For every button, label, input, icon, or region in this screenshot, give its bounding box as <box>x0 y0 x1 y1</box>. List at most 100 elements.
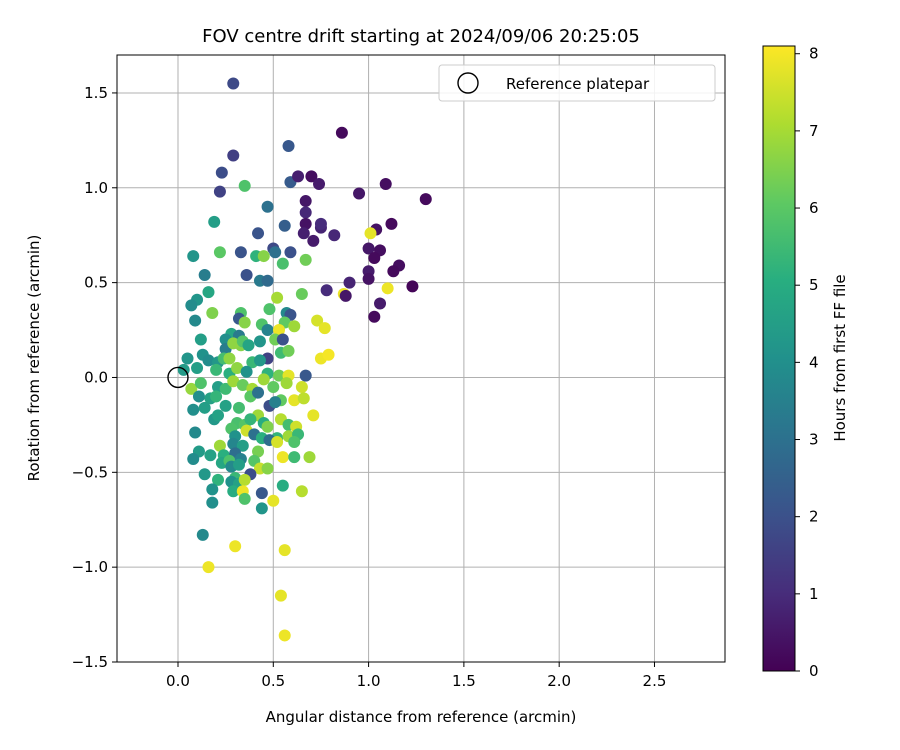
data-point <box>213 246 226 259</box>
x-tick-label: 0.0 <box>166 672 190 690</box>
data-point <box>185 299 198 312</box>
data-point <box>269 246 282 259</box>
x-tick-label: 1.5 <box>452 672 476 690</box>
data-point <box>299 217 312 230</box>
data-point <box>288 435 301 448</box>
data-point <box>185 382 198 395</box>
data-point <box>253 354 266 367</box>
data-point <box>244 413 257 426</box>
data-point <box>374 297 387 310</box>
data-point <box>196 528 209 541</box>
data-point <box>187 403 200 416</box>
data-points <box>177 77 432 642</box>
data-point <box>232 458 245 471</box>
data-point <box>232 401 245 414</box>
data-point <box>381 282 394 295</box>
data-point <box>276 479 289 492</box>
data-point <box>278 629 291 642</box>
data-point <box>187 453 200 466</box>
x-tick-label: 2.0 <box>547 672 571 690</box>
data-point <box>295 485 308 498</box>
chart-title: FOV centre drift starting at 2024/09/06 … <box>202 26 640 47</box>
data-point <box>278 544 291 557</box>
data-point <box>276 333 289 346</box>
data-point <box>261 274 274 287</box>
data-point <box>192 390 205 403</box>
data-point <box>282 344 295 357</box>
data-point <box>213 185 226 198</box>
data-point <box>238 179 251 192</box>
data-point <box>299 195 312 208</box>
data-point <box>213 439 226 452</box>
data-point <box>234 246 247 259</box>
data-point <box>339 289 352 302</box>
data-point <box>227 485 240 498</box>
y-tick-label: 1.0 <box>84 179 108 197</box>
data-point <box>210 363 223 376</box>
data-point <box>307 409 320 422</box>
y-axis-label: Rotation from reference (arcmin) <box>25 235 43 482</box>
data-point <box>311 314 324 327</box>
data-point <box>284 246 297 259</box>
data-point <box>227 149 240 162</box>
data-point <box>280 377 293 390</box>
data-point <box>227 375 240 388</box>
data-point <box>318 322 331 335</box>
data-point <box>322 348 335 361</box>
x-tick-label: 1.0 <box>357 672 381 690</box>
data-point <box>297 392 310 405</box>
colorbar-tick-label: 2 <box>809 508 819 526</box>
data-point <box>261 324 274 337</box>
data-point <box>320 284 333 297</box>
data-point <box>273 324 286 337</box>
colorbar-tick-label: 3 <box>809 431 819 449</box>
y-tick-label: −0.5 <box>72 463 108 481</box>
data-point <box>240 269 253 282</box>
data-point <box>202 286 215 299</box>
data-point <box>257 250 270 263</box>
data-point <box>419 193 432 206</box>
data-point <box>362 272 375 285</box>
data-point <box>269 396 282 409</box>
y-tick-label: 0.5 <box>84 274 108 292</box>
data-point <box>253 335 266 348</box>
colorbar-tick-label: 7 <box>809 122 819 140</box>
legend-entry-reference: Reference platepar <box>506 75 650 93</box>
data-point <box>187 250 200 263</box>
legend: Reference platepar <box>438 64 716 102</box>
data-point <box>305 170 318 183</box>
data-point <box>353 187 366 200</box>
legend-box <box>438 64 716 102</box>
data-point <box>299 369 312 382</box>
data-point <box>263 303 276 316</box>
data-point <box>313 177 326 190</box>
data-point <box>282 140 295 153</box>
data-point <box>223 352 236 365</box>
data-point <box>261 462 274 475</box>
data-point <box>295 288 308 301</box>
data-point <box>307 234 320 247</box>
data-point <box>343 276 356 289</box>
data-point <box>227 337 240 350</box>
data-point <box>255 487 268 500</box>
data-point <box>231 361 244 374</box>
data-point <box>362 242 375 255</box>
data-point <box>204 449 217 462</box>
plot-frame <box>116 54 726 663</box>
data-point <box>273 369 286 382</box>
data-point <box>194 333 207 346</box>
data-point <box>385 217 398 230</box>
data-point <box>240 365 253 378</box>
colorbar-tick-label: 4 <box>809 353 819 371</box>
data-point <box>335 126 348 139</box>
data-point <box>364 227 377 240</box>
data-point <box>202 354 215 367</box>
colorbar-ticks: 0 1 2 3 4 5 6 7 8 <box>795 45 819 680</box>
data-point <box>267 380 280 393</box>
x-tick-label: 2.5 <box>643 672 667 690</box>
data-point <box>288 394 301 407</box>
data-point <box>299 206 312 219</box>
data-point <box>236 379 249 392</box>
data-point <box>276 257 289 270</box>
